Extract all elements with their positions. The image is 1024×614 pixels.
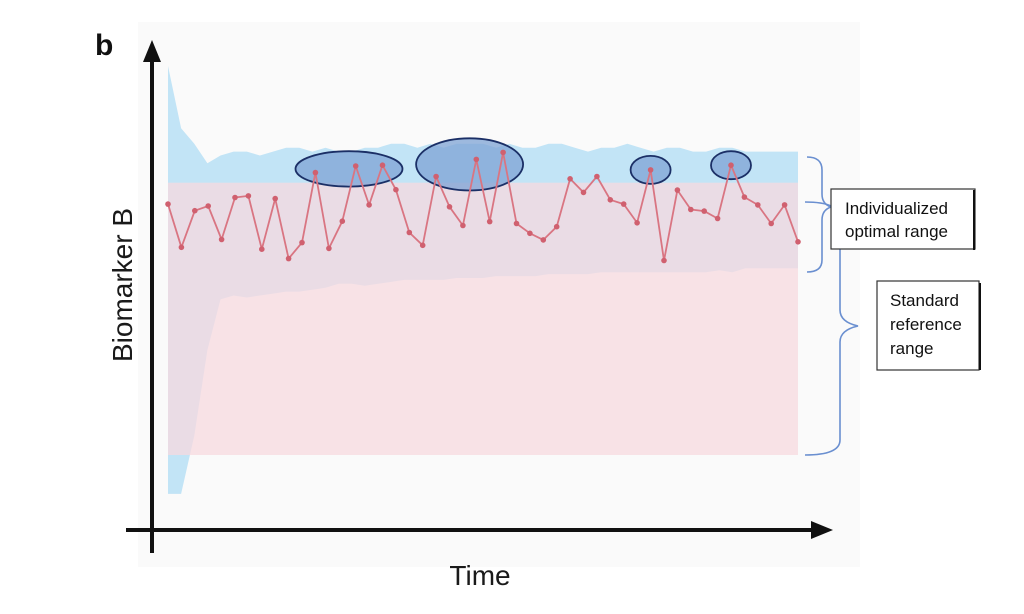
- series-point-48: [795, 239, 801, 245]
- series-point-35: [620, 201, 627, 207]
- x-axis-arrowhead: [811, 521, 833, 539]
- biomarker-series: [165, 149, 801, 264]
- series-point-43: [728, 162, 734, 168]
- individualized-label-line-1: Individualized: [845, 199, 948, 218]
- series-point-14: [339, 218, 346, 224]
- series-point-27: [513, 220, 520, 227]
- y-axis-title: Biomarker B: [107, 208, 138, 362]
- series-point-42: [714, 215, 721, 222]
- series-point-24: [473, 156, 480, 163]
- series-point-4: [205, 203, 211, 209]
- series-point-39: [674, 187, 681, 193]
- highlight-ellipse-1: [294, 150, 404, 188]
- series-point-30: [553, 223, 560, 230]
- standard-label-line-2: reference: [890, 315, 962, 334]
- individualized-range-box: [830, 188, 976, 250]
- series-point-22: [446, 204, 453, 210]
- series-point-12: [312, 169, 319, 176]
- individualized-label-line-2: optimal range: [845, 222, 948, 241]
- series-point-25: [486, 218, 493, 225]
- series-point-32: [580, 189, 587, 196]
- x-axis-title: Time: [449, 560, 510, 591]
- series-point-33: [594, 173, 600, 180]
- series-point-45: [755, 202, 761, 208]
- series-point-36: [634, 220, 640, 226]
- series-point-3: [192, 207, 198, 214]
- series-point-6: [232, 194, 238, 201]
- standard-label-line-1: Standard: [890, 291, 959, 310]
- standard-range-box: [876, 280, 980, 371]
- series-point-1: [165, 201, 171, 207]
- series-point-44: [741, 194, 748, 200]
- series-point-26: [500, 149, 506, 156]
- standard-range-label: Standard reference range: [876, 280, 981, 371]
- series-point-31: [567, 176, 573, 182]
- series-point-11: [299, 239, 305, 246]
- series-point-15: [352, 163, 359, 169]
- series-point-17: [379, 162, 386, 168]
- y-axis-arrowhead: [143, 40, 161, 62]
- series-point-10: [285, 255, 292, 262]
- series-point-29: [540, 237, 547, 243]
- series-point-28: [527, 230, 533, 237]
- series-point-20: [419, 242, 426, 249]
- series-point-41: [701, 208, 707, 214]
- series-point-5: [218, 236, 225, 243]
- series-point-34: [607, 197, 614, 203]
- individualized-range-label: Individualized optimal range: [830, 188, 976, 250]
- series-point-2: [178, 244, 185, 251]
- series-point-21: [433, 173, 439, 180]
- series-point-23: [460, 222, 466, 229]
- series-point-13: [326, 245, 332, 252]
- highlight-ellipse-2: [415, 137, 525, 192]
- standard-label-line-3: range: [890, 339, 933, 358]
- axes: [126, 40, 833, 553]
- series-point-46: [768, 220, 774, 227]
- series-point-7: [245, 193, 252, 199]
- series-point-8: [259, 246, 265, 252]
- series-point-37: [647, 167, 654, 173]
- series-point-19: [406, 229, 413, 236]
- series-point-16: [366, 202, 372, 208]
- series-point-38: [661, 257, 667, 264]
- reference-range-band: [168, 182, 798, 455]
- series-point-47: [781, 202, 788, 208]
- series-point-9: [272, 195, 279, 202]
- series-point-18: [393, 186, 399, 193]
- panel-label: b: [95, 29, 113, 62]
- series-point-40: [688, 206, 694, 213]
